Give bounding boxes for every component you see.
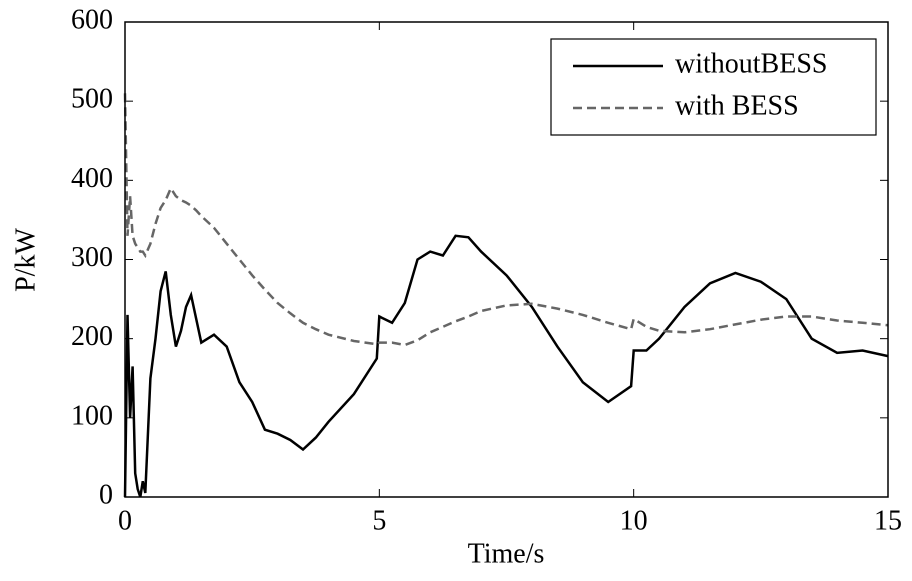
y-tick-label: 200: [71, 321, 113, 352]
y-tick-label: 0: [99, 479, 113, 510]
x-tick-label: 5: [372, 505, 386, 536]
legend-label: with BESS: [675, 90, 799, 121]
x-axis-label: Time/s: [468, 538, 545, 569]
line-series: [123, 93, 889, 347]
legend-box: [550, 38, 877, 136]
y-tick-label: 300: [71, 242, 113, 273]
x-tick-label: 10: [620, 505, 648, 536]
y-tick-label: 600: [71, 4, 113, 35]
x-tick-label: 15: [874, 505, 902, 536]
y-axis-label: P/kW: [10, 228, 41, 292]
legend-label: withoutBESS: [675, 48, 827, 79]
y-tick-label: 400: [71, 163, 113, 194]
y-tick-label: 100: [71, 400, 113, 431]
y-tick-label: 500: [71, 84, 113, 115]
x-tick-label: 0: [118, 505, 132, 536]
line-series: [123, 234, 889, 498]
plot-frame: [124, 21, 889, 498]
